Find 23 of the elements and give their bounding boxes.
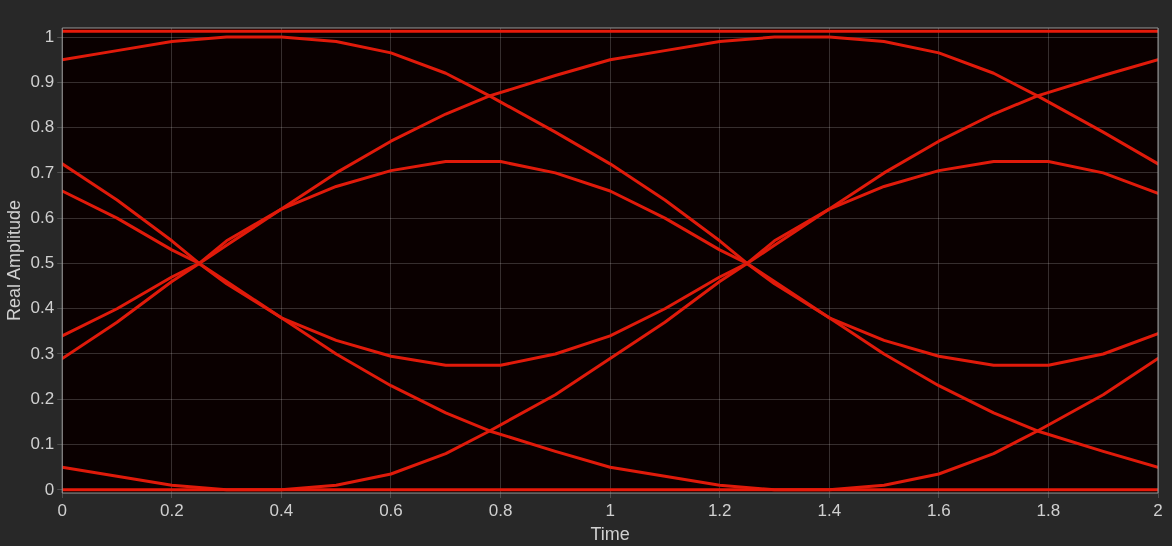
x-tick-label: 0.6 bbox=[379, 500, 403, 520]
y-tick-label: 0.2 bbox=[30, 388, 55, 408]
y-tick-label: 1 bbox=[44, 26, 55, 46]
x-tick-label: 0.2 bbox=[159, 500, 184, 520]
y-tick-label: 0.8 bbox=[30, 117, 55, 137]
y-tick-label: 0.1 bbox=[30, 434, 55, 454]
y-tick-label: 0.6 bbox=[30, 207, 55, 227]
y-tick-label: 0.3 bbox=[30, 343, 55, 363]
y-tick-label: 0.7 bbox=[30, 162, 55, 182]
y-tick-label: 0.9 bbox=[30, 72, 55, 92]
x-tick-label: 1.6 bbox=[927, 500, 951, 520]
x-tick-label: 1 bbox=[605, 500, 615, 520]
y-axis-title: Real Amplitude bbox=[3, 199, 24, 322]
x-tick-label: 0.4 bbox=[269, 500, 294, 520]
x-tick-label: 2 bbox=[1153, 500, 1163, 520]
x-tick-label: 1.2 bbox=[707, 500, 732, 520]
y-tick-label: 0.5 bbox=[30, 253, 55, 273]
x-tick-label: 1.8 bbox=[1036, 500, 1061, 520]
y-tick-label: 0 bbox=[44, 479, 55, 499]
x-axis-title: Time bbox=[590, 524, 630, 545]
x-tick-label: 1.4 bbox=[817, 500, 842, 520]
y-tick-label: 0.4 bbox=[30, 298, 55, 318]
x-tick-label: 0.8 bbox=[488, 500, 513, 520]
